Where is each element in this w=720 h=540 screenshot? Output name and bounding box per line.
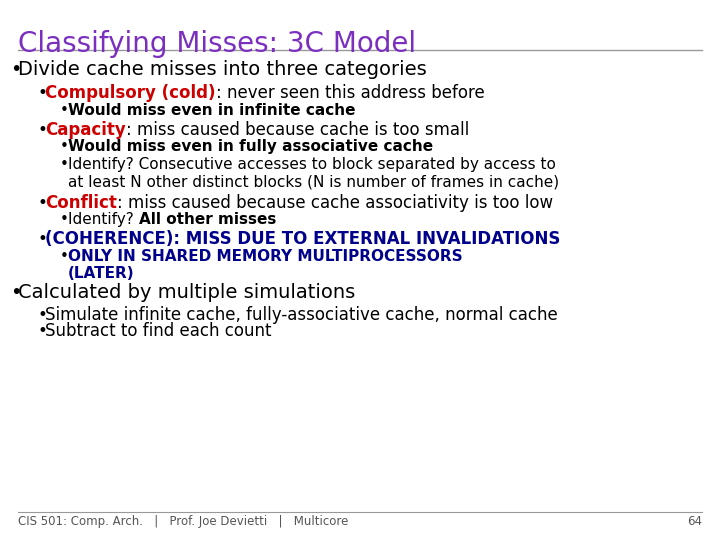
Text: •: • [10, 60, 22, 79]
Text: CIS 501: Comp. Arch.   |   Prof. Joe Devietti   |   Multicore: CIS 501: Comp. Arch. | Prof. Joe Deviett… [18, 515, 348, 528]
Text: •: • [60, 157, 69, 172]
Text: Classifying Misses: 3C Model: Classifying Misses: 3C Model [18, 30, 416, 58]
Text: •: • [60, 249, 69, 264]
Text: ONLY IN SHARED MEMORY MULTIPROCESSORS
(LATER): ONLY IN SHARED MEMORY MULTIPROCESSORS (L… [68, 249, 463, 281]
Text: 64: 64 [687, 515, 702, 528]
Text: Identify?: Identify? [68, 212, 139, 227]
Text: •: • [37, 194, 47, 212]
Text: Identify? Consecutive accesses to block separated by access to
at least N other : Identify? Consecutive accesses to block … [68, 157, 559, 190]
Text: Subtract to find each count: Subtract to find each count [45, 322, 271, 340]
Text: •: • [37, 306, 47, 324]
Text: : miss caused because cache associativity is too low: : miss caused because cache associativit… [117, 194, 553, 212]
Text: Conflict: Conflict [45, 194, 117, 212]
Text: •: • [60, 212, 69, 227]
Text: •: • [37, 322, 47, 340]
Text: Compulsory (cold): Compulsory (cold) [45, 84, 215, 102]
Text: •: • [10, 283, 22, 302]
Text: •: • [37, 121, 47, 139]
Text: : never seen this address before: : never seen this address before [215, 84, 485, 102]
Text: Capacity: Capacity [45, 121, 126, 139]
Text: Divide cache misses into three categories: Divide cache misses into three categorie… [18, 60, 427, 79]
Text: Would miss even in fully associative cache: Would miss even in fully associative cac… [68, 139, 433, 154]
Text: •: • [37, 84, 47, 102]
Text: All other misses: All other misses [139, 212, 276, 227]
Text: (COHERENCE): MISS DUE TO EXTERNAL INVALIDATIONS: (COHERENCE): MISS DUE TO EXTERNAL INVALI… [45, 230, 560, 248]
Text: Would miss even in infinite cache: Would miss even in infinite cache [68, 103, 356, 118]
Text: Simulate infinite cache, fully-associative cache, normal cache: Simulate infinite cache, fully-associati… [45, 306, 558, 324]
Text: •: • [37, 230, 47, 248]
Text: Calculated by multiple simulations: Calculated by multiple simulations [18, 283, 355, 302]
Text: •: • [60, 103, 69, 118]
Text: : miss caused because cache is too small: : miss caused because cache is too small [126, 121, 469, 139]
Text: •: • [60, 139, 69, 154]
